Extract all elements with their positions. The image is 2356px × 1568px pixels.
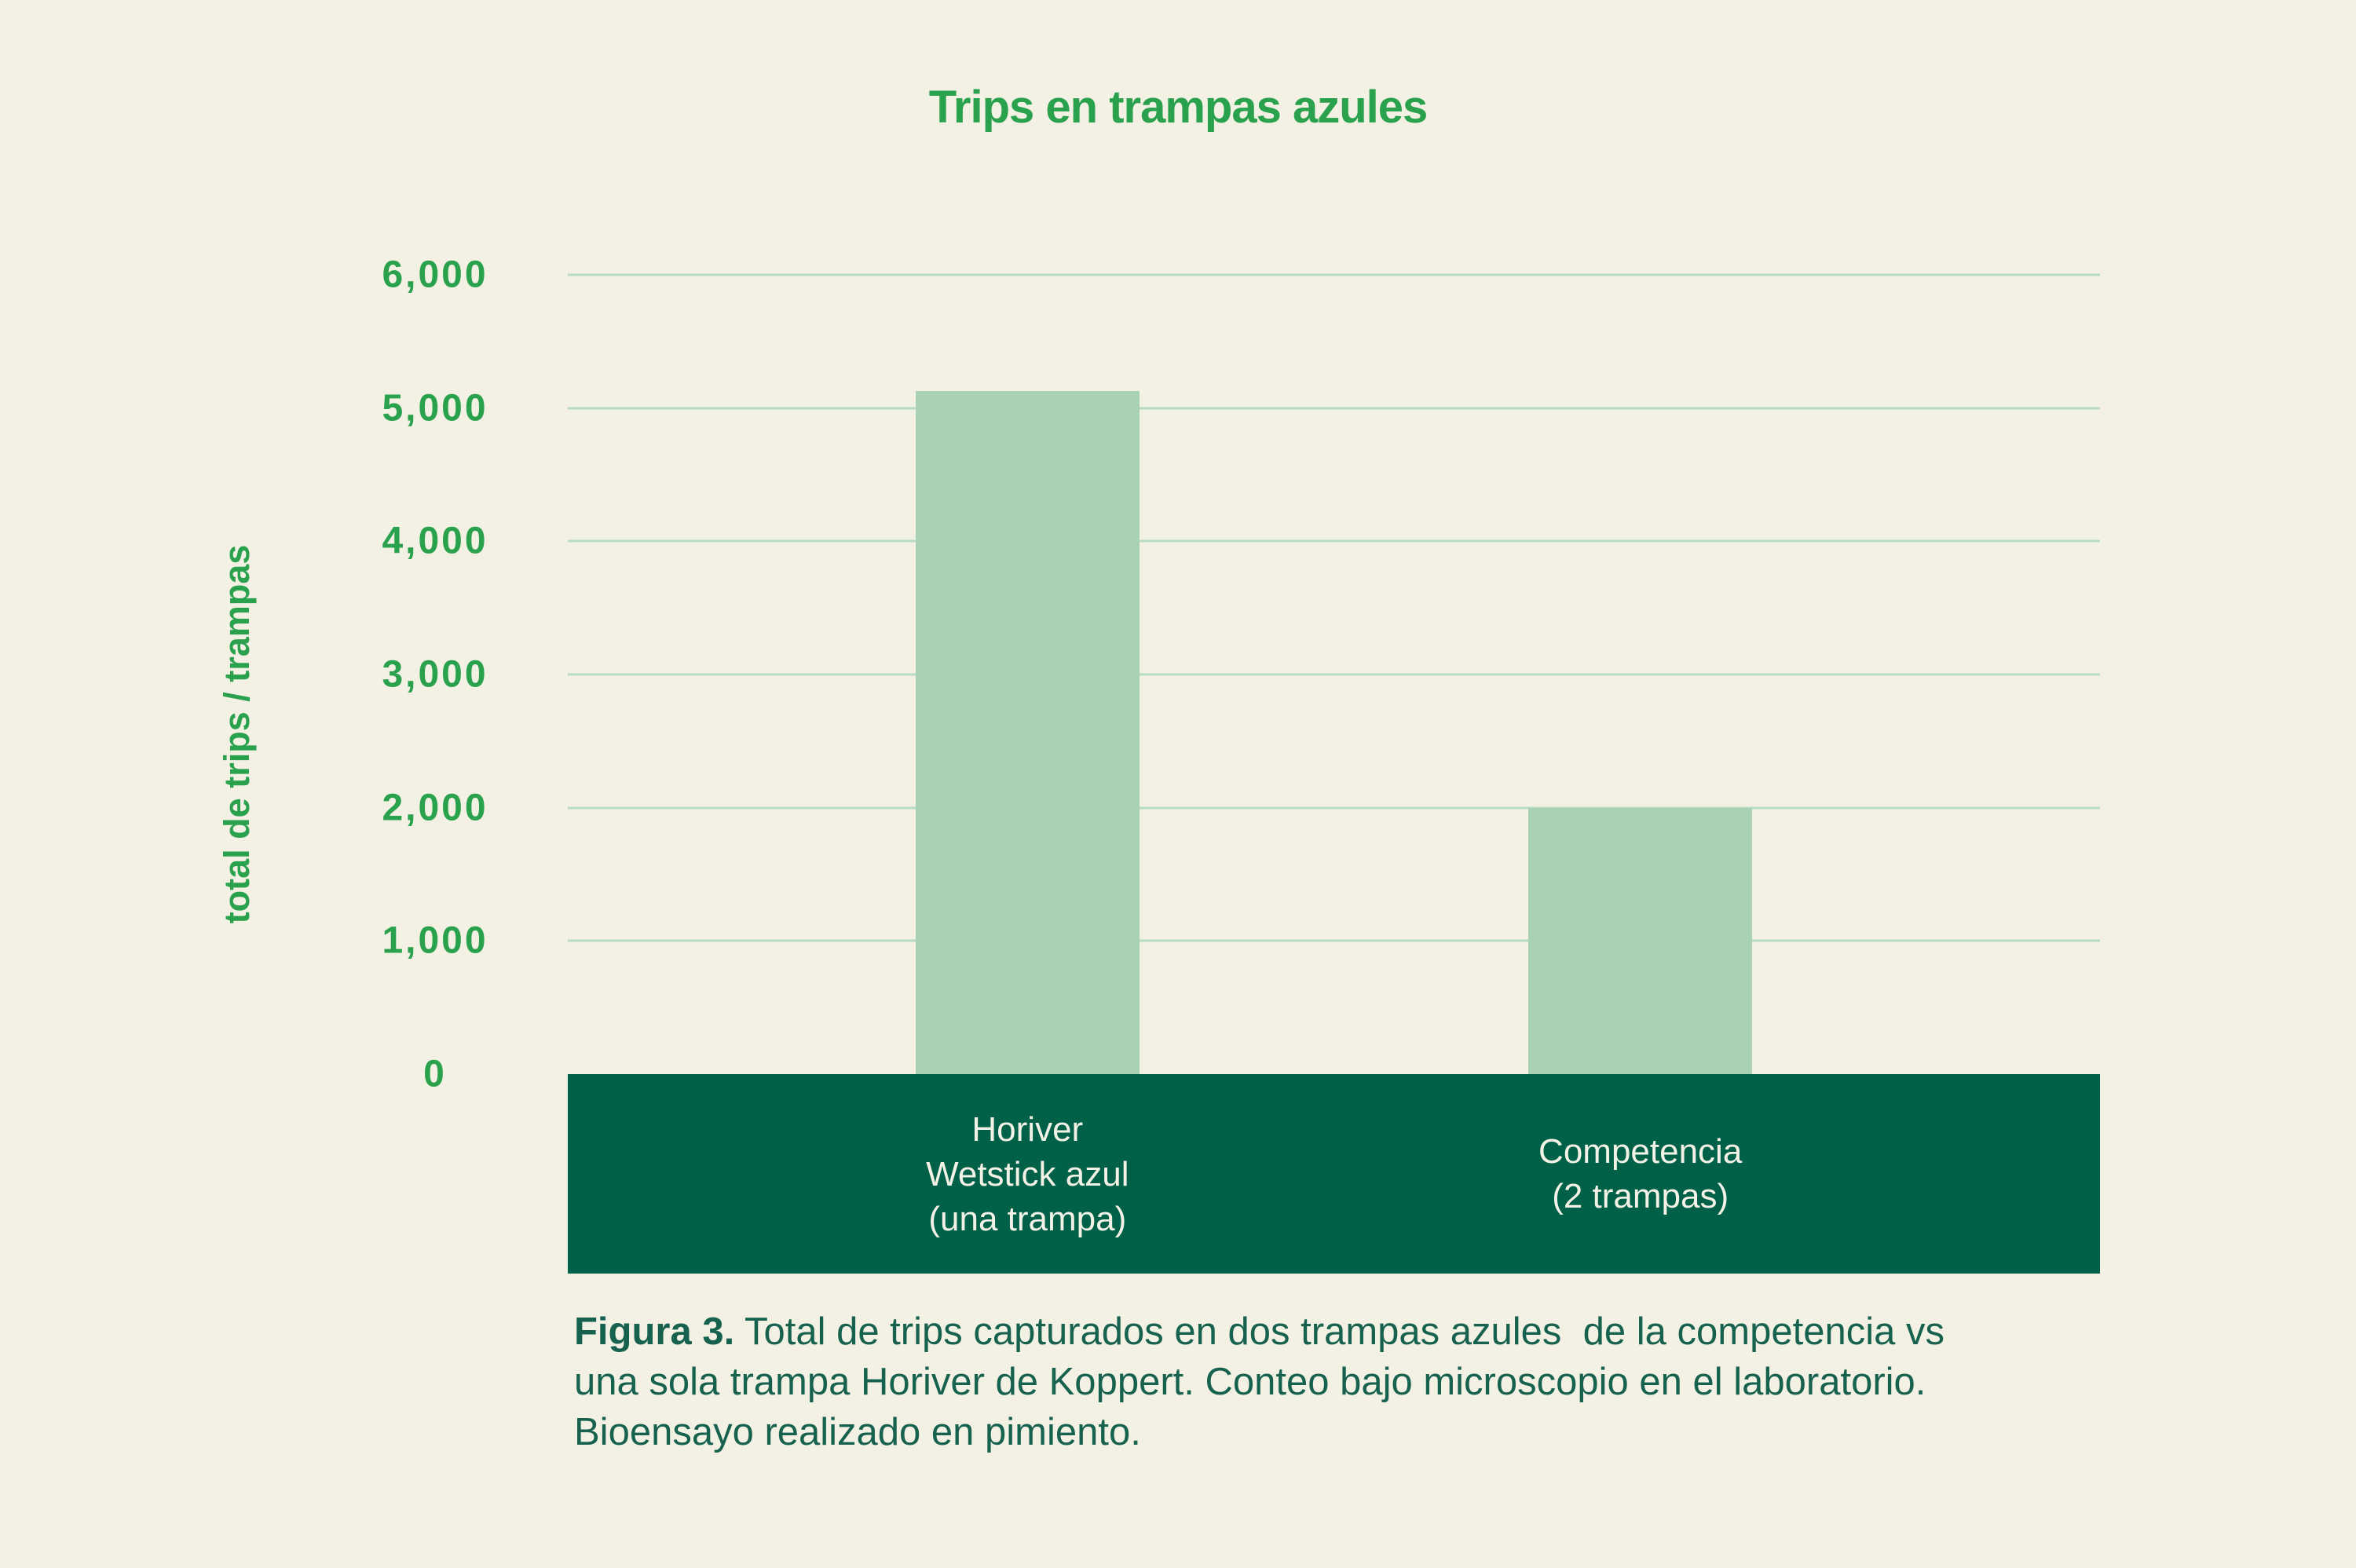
caption-line-3: Bioensayo realizado en pimiento.	[574, 1411, 1141, 1453]
y-tick-label-2000: 2,000	[382, 787, 488, 829]
gridline-6000	[568, 273, 2100, 276]
caption-line-1: Figura 3. Total de trips capturados en d…	[574, 1307, 2223, 1357]
figure-caption: Figura 3. Total de trips capturados en d…	[574, 1307, 2223, 1457]
y-tick-label-0: 0	[423, 1053, 447, 1095]
gridline-5000	[568, 407, 2100, 410]
y-tick-label-1000: 1,000	[382, 919, 488, 962]
bar-1	[915, 390, 1140, 1074]
x-category-label-1: Horiver Wetstick azul (una trampa)	[926, 1074, 1129, 1274]
gridline-2000	[568, 806, 2100, 810]
caption-line-1-text: Total de trips capturados en dos trampas…	[734, 1310, 1944, 1353]
x-category-label-line: (una trampa)	[928, 1199, 1127, 1238]
gridline-4000	[568, 539, 2100, 543]
caption-figure-label: Figura 3.	[574, 1310, 735, 1353]
gridline-1000	[568, 939, 2100, 942]
x-category-label-2: Competencia (2 trampas)	[1538, 1074, 1742, 1274]
x-category-label-line: Horiver	[971, 1109, 1084, 1149]
y-tick-label-6000: 6,000	[382, 254, 488, 296]
bar-2	[1528, 807, 1753, 1074]
x-category-label-line: Competencia	[1538, 1132, 1743, 1171]
y-tick-label-4000: 4,000	[382, 520, 488, 562]
caption-line-2: una sola trampa Horiver de Koppert. Cont…	[574, 1361, 1926, 1403]
chart-title: Trips en trampas azules	[928, 82, 1429, 133]
x-category-label-line: (2 trampas)	[1552, 1177, 1729, 1215]
gridline-3000	[568, 673, 2100, 676]
y-tick-label-3000: 3,000	[382, 653, 488, 696]
x-category-label-line: Wetstick azul	[926, 1154, 1129, 1193]
x-axis-band: Horiver Wetstick azul (una trampa) Competen…	[568, 1074, 2100, 1274]
y-tick-label-5000: 5,000	[382, 387, 488, 429]
